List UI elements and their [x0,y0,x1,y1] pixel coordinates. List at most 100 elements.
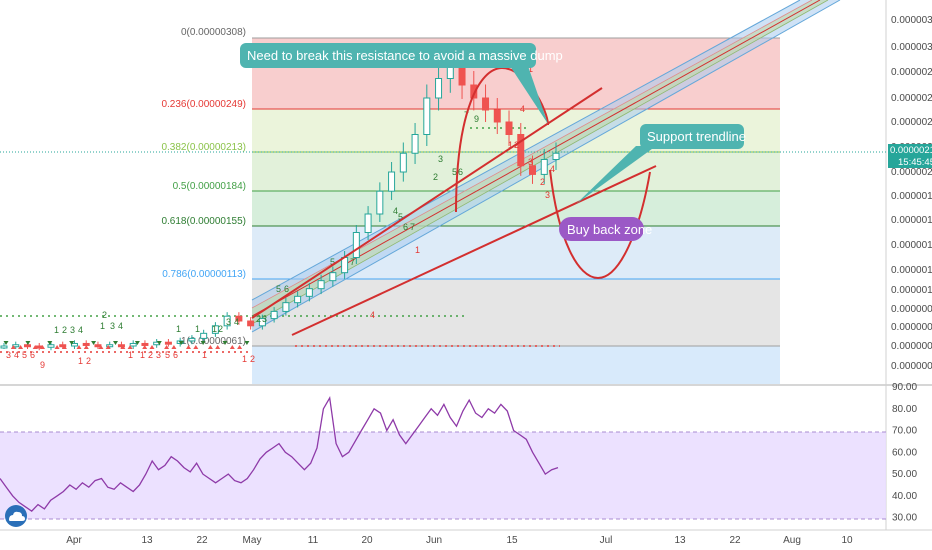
candle-body [341,257,349,274]
td-sequential-count: 6 [403,222,408,232]
candle[interactable] [517,123,525,176]
candle[interactable] [399,142,407,182]
candle[interactable] [317,274,325,295]
td-triangle [149,345,155,349]
candle[interactable] [223,312,231,330]
td-sequential-count: 3 [156,350,161,360]
price-axis[interactable]: 0.00000320 0.00000300 0.00000280 0.00000260… [891,15,932,372]
td-triangle [69,341,75,345]
candle[interactable] [247,317,255,330]
candle-body [70,342,78,347]
candle[interactable] [364,206,372,240]
candle[interactable] [505,110,513,146]
td-triangle [244,341,250,345]
candle-body [352,232,360,258]
candle[interactable] [235,312,243,325]
candle[interactable] [493,98,501,134]
candle[interactable] [270,307,278,323]
resistance-callout[interactable]: Need to break this resistance to avoid a… [240,43,563,124]
td-sequential-count: 2 [148,350,153,360]
candles[interactable] [0,44,560,351]
rsi-tick-label: 30.00 [892,513,917,524]
candle[interactable] [411,123,419,164]
candle-body [552,152,560,160]
candle-body [493,109,501,123]
timer-badge-box [888,156,932,168]
candle[interactable] [0,342,8,349]
td-sequential-count: 6 [284,284,289,294]
td-sequential-count: 3 [528,157,533,167]
price-tick-label: 0.00000075 [891,322,932,333]
price-tick-label: 0.00000260 [891,93,932,104]
candle-body [12,344,20,348]
candle[interactable] [164,339,172,347]
candle-body [247,320,255,327]
date-tick-label: Jun [426,535,442,546]
candle[interactable] [329,266,337,287]
candle[interactable] [482,84,490,122]
td-triangle [3,341,9,345]
td-sequential-count: 1 [78,356,83,366]
buyback-callout[interactable]: Buy back zone [559,217,652,241]
candle-body [188,337,196,342]
candle[interactable] [282,297,290,316]
td-sequential-count: 1 [176,324,181,334]
rsi-tick-label: 40.00 [892,491,917,502]
candle[interactable] [129,340,137,349]
candle-body [411,134,419,154]
candle[interactable] [258,314,266,330]
candle-body [141,342,149,346]
td-sequential-count: 3 [70,325,75,335]
rsi-axis[interactable]: 90.00 80.00 70.00 60.00 50.00 40.00 30.00 [892,382,917,524]
fib-label-236: 0.236(0.00000249) [161,99,246,110]
support-callout[interactable]: Support trendline [576,124,746,204]
candle-body [294,295,302,304]
trendline-upper[interactable] [251,87,603,319]
td-sequential-count: 5 [276,284,281,294]
trendline-support[interactable] [291,165,657,336]
td-triangle [18,345,24,349]
candle[interactable] [305,283,313,302]
candle-body [23,344,31,348]
date-tick-label: Aug [783,535,801,546]
fib-label-5: 0.5(0.00000184) [173,181,246,192]
candle[interactable] [352,225,360,264]
candle[interactable] [188,335,196,345]
candle[interactable] [540,149,548,184]
rsi-line[interactable] [0,395,559,512]
candle[interactable] [435,64,443,111]
time-axis[interactable]: Apr 13 22 May 11 20 Jun 15 Jul 13 22 Aug 10 [66,535,853,546]
candle[interactable] [200,329,208,342]
candle[interactable] [12,341,20,349]
price-tick-label: 0.00000240 [891,117,932,128]
support-callout-box [640,124,744,149]
td-triangle [200,341,206,345]
td-triangle [164,345,170,349]
buyback-callout-box [559,217,644,241]
td-sequential-count: 4 [393,206,398,216]
fib-label-382: 0.382(0.00000213) [161,142,246,153]
candle[interactable] [294,291,302,308]
td-sequential-count: 3 [226,317,231,327]
date-tick-label: 15 [506,535,518,546]
candle[interactable] [376,182,384,222]
candle[interactable] [529,155,537,184]
candle[interactable] [388,162,396,201]
fib-band-5-618 [252,191,780,226]
tradingview-logo[interactable] [5,505,27,527]
td-triangle [61,345,67,349]
candle-body [470,84,478,99]
candle[interactable] [70,340,78,349]
td-triangle [40,345,45,349]
date-tick-label: 22 [729,535,741,546]
candle[interactable] [552,142,560,171]
candle[interactable] [423,84,431,146]
td-triangle [54,345,60,349]
rsi-tick-label: 90.00 [892,382,917,393]
candle[interactable] [470,71,478,111]
candle[interactable] [211,322,219,337]
td-triangle [98,345,104,349]
candle-body [529,165,537,175]
